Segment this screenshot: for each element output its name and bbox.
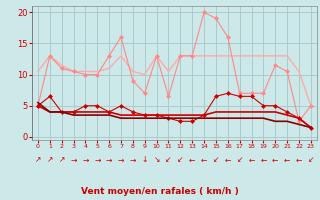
Text: ←: ← <box>189 156 196 164</box>
Text: ←: ← <box>284 156 290 164</box>
Text: ↙: ↙ <box>213 156 219 164</box>
Text: ←: ← <box>248 156 255 164</box>
Text: →: → <box>106 156 112 164</box>
Text: →: → <box>130 156 136 164</box>
Text: ←: ← <box>272 156 278 164</box>
Text: ↙: ↙ <box>308 156 314 164</box>
Text: ↙: ↙ <box>177 156 184 164</box>
Text: ↙: ↙ <box>165 156 172 164</box>
Text: ↓: ↓ <box>141 156 148 164</box>
Text: →: → <box>82 156 89 164</box>
Text: ←: ← <box>296 156 302 164</box>
Text: ↘: ↘ <box>153 156 160 164</box>
Text: →: → <box>118 156 124 164</box>
Text: ↗: ↗ <box>35 156 41 164</box>
Text: →: → <box>94 156 100 164</box>
Text: Vent moyen/en rafales ( km/h ): Vent moyen/en rafales ( km/h ) <box>81 187 239 196</box>
Text: ↙: ↙ <box>236 156 243 164</box>
Text: ↗: ↗ <box>47 156 53 164</box>
Text: ↗: ↗ <box>59 156 65 164</box>
Text: ←: ← <box>201 156 207 164</box>
Text: →: → <box>70 156 77 164</box>
Text: ←: ← <box>260 156 267 164</box>
Text: ←: ← <box>225 156 231 164</box>
